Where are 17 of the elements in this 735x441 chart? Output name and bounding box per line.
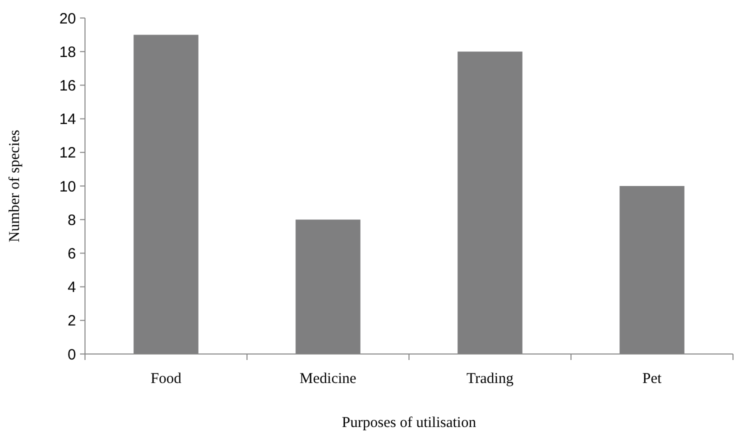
x-tick-label: Medicine (300, 371, 357, 387)
x-tick-label: Trading (466, 371, 514, 387)
y-tick-label: 14 (59, 111, 76, 128)
y-axis-title: Number of species (7, 130, 23, 242)
y-tick-label: 12 (59, 144, 76, 162)
y-tick-label: 8 (68, 212, 76, 229)
y-tick-label: 4 (68, 279, 76, 296)
y-tick-label: 0 (68, 346, 76, 364)
y-tick-label: 16 (59, 77, 76, 94)
y-tick-label: 10 (59, 178, 76, 196)
y-tick-label: 20 (59, 10, 76, 28)
y-tick-label: 2 (68, 312, 76, 330)
y-tick-label: 18 (59, 44, 76, 61)
x-tick-label: Pet (642, 371, 662, 387)
x-axis-title: Purposes of utilisation (342, 415, 477, 431)
x-tick-label: Food (150, 371, 182, 387)
y-tick-label: 6 (68, 245, 76, 262)
